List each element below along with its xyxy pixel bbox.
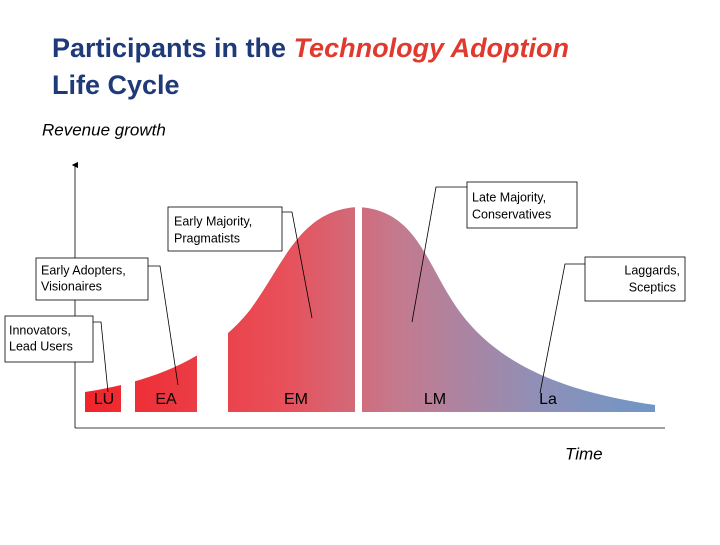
- segment-label: LM: [424, 391, 446, 408]
- label: Early Adopters,: [41, 263, 126, 277]
- title: Participants in the Technology Adoption: [52, 33, 569, 63]
- segment-label: EM: [284, 391, 308, 408]
- callout: Laggards, Sceptics: [539, 256, 686, 394]
- segment-label: EA: [155, 391, 177, 408]
- label: Visionaires: [41, 279, 102, 293]
- label: Late Majority,: [472, 190, 546, 204]
- callout: Innovators, Lead Users: [4, 315, 109, 393]
- title-line2: Life Cycle: [52, 70, 180, 100]
- segment-label: La: [539, 391, 557, 408]
- gap: [355, 200, 362, 415]
- y-axis-label: Revenue growth: [42, 120, 166, 139]
- label: Pragmatists: [174, 231, 240, 245]
- callout: Early Adopters, Visionaires: [35, 257, 179, 386]
- label: Conservatives: [472, 207, 551, 221]
- segment-label: LU: [94, 391, 114, 408]
- label: Early Majority,: [174, 214, 252, 228]
- label: Innovators,: [9, 323, 71, 337]
- label: Technology Adoption: [294, 33, 569, 63]
- label: Laggards,: [624, 263, 680, 277]
- callout: Early Majority, Pragmatists: [167, 206, 313, 319]
- x-axis-label: Time: [565, 444, 603, 463]
- callout: Late Majority, Conservatives: [411, 181, 578, 323]
- label: Lead Users: [9, 339, 73, 353]
- gap: [121, 200, 135, 415]
- label: Participants in the: [52, 33, 294, 63]
- label: Sceptics: [629, 280, 676, 294]
